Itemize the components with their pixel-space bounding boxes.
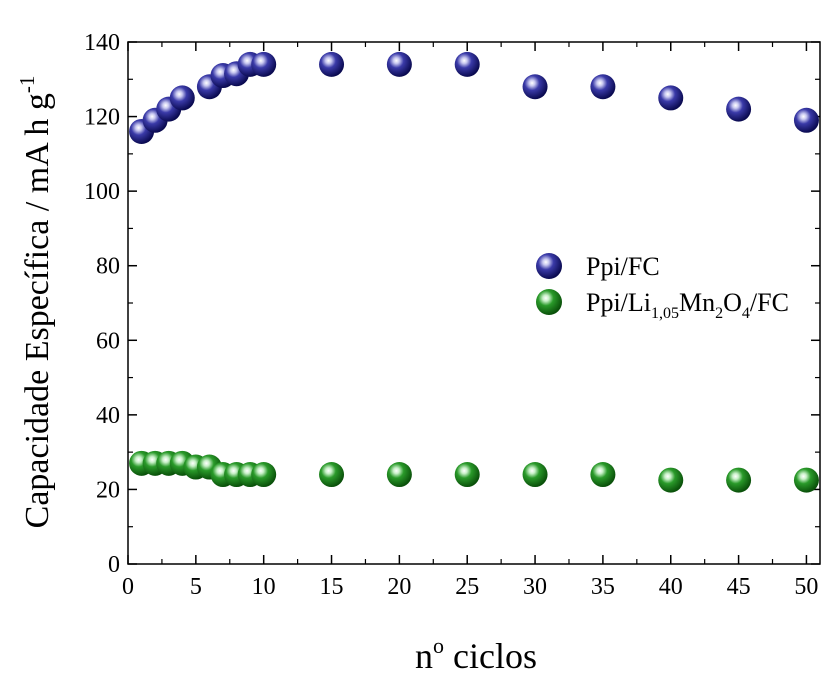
y-tick-label: 20 — [96, 477, 120, 503]
y-axis-title: Capacidade Específica / mA h g-1 — [15, 76, 56, 529]
x-tick-label: 5 — [190, 574, 202, 600]
x-tick-label: 35 — [591, 574, 615, 600]
point-ppi-fc — [590, 74, 616, 100]
x-tick-label: 25 — [455, 574, 479, 600]
x-tick-label: 40 — [659, 574, 683, 600]
point-ppi-fc — [386, 51, 412, 77]
point-ppi-fc — [251, 51, 277, 77]
y-axis-ticks: 0 20 40 60 80 100 120 140 — [84, 30, 820, 578]
legend2-sub-2: 2 — [715, 305, 723, 322]
x-axis-ticks: 0 5 10 15 20 25 30 35 40 45 50 — [122, 42, 818, 600]
y-tick-label: 40 — [96, 403, 120, 429]
legend2-sub-3: 4 — [742, 305, 750, 322]
x-axis-title-main: n — [415, 636, 433, 675]
point-ppi-limno-fc — [454, 462, 480, 488]
x-tick-label: 0 — [122, 574, 134, 600]
legend: Ppi/FC Ppi/Li1,05Mn2O4/FC — [536, 252, 789, 322]
legend-marker-ppi-limno-fc — [536, 289, 562, 315]
x-tick-label: 15 — [320, 574, 344, 600]
legend2-part-a: Ppi/Li — [586, 288, 651, 317]
x-axis-title: no ciclos — [415, 633, 537, 675]
x-tick-label: 10 — [252, 574, 276, 600]
y-tick-label: 120 — [84, 105, 120, 131]
point-ppi-fc — [658, 85, 684, 111]
point-ppi-fc — [454, 51, 480, 77]
legend2-part-b: Mn — [679, 288, 715, 317]
y-tick-label: 100 — [84, 179, 120, 205]
legend2-part-d: /FC — [750, 288, 789, 317]
point-ppi-fc — [319, 51, 345, 77]
y-axis-title-sup: -1 — [15, 76, 39, 94]
y-tick-label: 0 — [108, 552, 120, 578]
point-ppi-fc — [726, 96, 752, 122]
point-ppi-fc — [169, 85, 195, 111]
point-ppi-limno-fc — [386, 462, 412, 488]
x-axis-title-rest: ciclos — [444, 636, 537, 675]
x-tick-label: 30 — [523, 574, 547, 600]
legend2-part-c: O — [723, 288, 742, 317]
x-tick-label: 50 — [794, 574, 818, 600]
y-tick-label: 80 — [96, 254, 120, 280]
legend-label-ppi-limno-fc: Ppi/Li1,05Mn2O4/FC — [586, 288, 789, 322]
point-ppi-fc — [522, 74, 548, 100]
legend-label-ppi-fc: Ppi/FC — [586, 252, 660, 281]
x-axis-title-sup: o — [433, 633, 444, 658]
point-ppi-limno-fc — [251, 462, 277, 488]
plot-frame — [127, 41, 821, 565]
point-ppi-limno-fc — [726, 467, 752, 493]
x-tick-label: 20 — [387, 574, 411, 600]
legend2-sub-1: 1,05 — [651, 305, 679, 322]
y-tick-label: 60 — [96, 328, 120, 354]
legend-marker-ppi-fc — [536, 253, 562, 279]
x-tick-label: 45 — [727, 574, 751, 600]
point-ppi-limno-fc — [590, 462, 616, 488]
y-tick-label: 140 — [84, 30, 120, 56]
point-ppi-limno-fc — [793, 467, 819, 493]
data-points — [129, 51, 819, 493]
point-ppi-limno-fc — [319, 462, 345, 488]
point-ppi-limno-fc — [658, 467, 684, 493]
point-ppi-fc — [793, 107, 819, 133]
point-ppi-limno-fc — [522, 462, 548, 488]
y-axis-title-main: Capacidade Específica / mA h g — [19, 93, 56, 528]
